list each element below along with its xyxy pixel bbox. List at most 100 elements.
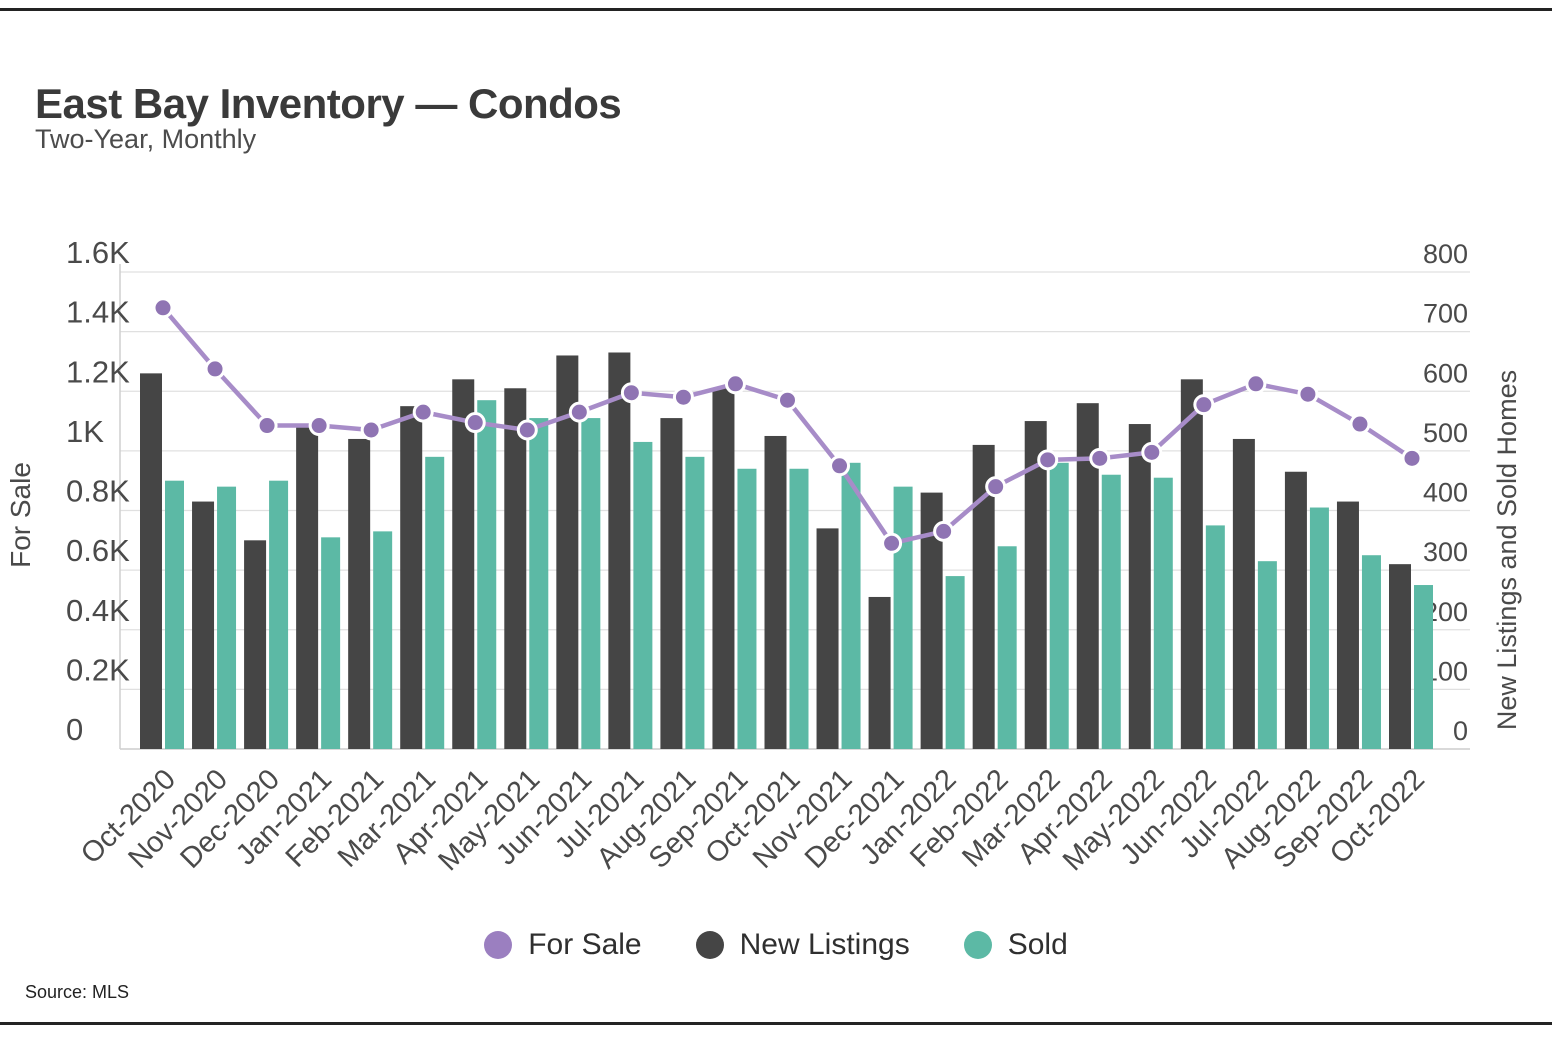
bar-new-listings-Apr-2021 bbox=[452, 379, 475, 749]
bar-new-listings-Jul-2021 bbox=[608, 352, 631, 749]
bar-new-listings-Mar-2021 bbox=[400, 406, 423, 749]
bars-sold bbox=[165, 400, 1433, 749]
svg-text:1.2K: 1.2K bbox=[66, 354, 130, 389]
bar-sold-Jan-2022 bbox=[945, 576, 965, 749]
for-sale-point-Mar-2021 bbox=[412, 401, 434, 423]
bar-new-listings-Jan-2021 bbox=[296, 427, 319, 749]
legend-swatch-icon bbox=[484, 931, 513, 959]
bar-new-listings-Apr-2022 bbox=[1076, 403, 1099, 749]
for-sale-point-Jun-2021 bbox=[568, 401, 590, 423]
svg-text:400: 400 bbox=[1423, 478, 1468, 508]
for-sale-point-Nov-2020 bbox=[204, 358, 226, 380]
svg-text:0: 0 bbox=[1453, 716, 1468, 746]
bar-new-listings-Oct-2020 bbox=[140, 373, 162, 749]
bar-sold-Mar-2022 bbox=[1049, 462, 1069, 749]
bar-new-listings-Jun-2021 bbox=[556, 355, 579, 749]
bar-sold-Apr-2021 bbox=[477, 400, 497, 749]
svg-text:0.6K: 0.6K bbox=[66, 533, 130, 568]
for-sale-point-Aug-2022 bbox=[1297, 383, 1319, 405]
chart-subtitle: Two-Year, Monthly bbox=[35, 124, 257, 154]
legend-label: New Listings bbox=[739, 928, 910, 961]
svg-text:1.6K: 1.6K bbox=[66, 235, 130, 270]
bar-new-listings-Dec-2021 bbox=[868, 596, 891, 749]
svg-text:700: 700 bbox=[1423, 299, 1468, 329]
left-axis-tick-labels: 0 0.2K 0.4K 0.6K 0.8K 1K 1.2K 1.4K 1.6K bbox=[66, 235, 130, 747]
bar-new-listings-Aug-2022 bbox=[1284, 471, 1307, 749]
bar-sold-Feb-2021 bbox=[373, 531, 393, 749]
bar-sold-Dec-2020 bbox=[269, 480, 289, 749]
bar-sold-Sep-2022 bbox=[1361, 555, 1381, 749]
svg-text:500: 500 bbox=[1423, 418, 1468, 448]
bar-sold-Aug-2022 bbox=[1309, 507, 1329, 749]
chart-legend: For Sale New Listings Sold bbox=[0, 928, 1552, 962]
bar-new-listings-Nov-2020 bbox=[192, 501, 215, 749]
bar-new-listings-Oct-2021 bbox=[764, 435, 787, 749]
for-sale-point-Sep-2022 bbox=[1349, 413, 1371, 435]
for-sale-point-Dec-2021 bbox=[881, 532, 903, 554]
bar-new-listings-Aug-2021 bbox=[660, 418, 683, 749]
for-sale-point-Sep-2021 bbox=[724, 373, 746, 395]
bar-sold-May-2021 bbox=[529, 418, 549, 749]
bar-new-listings-Mar-2022 bbox=[1024, 421, 1047, 749]
bar-sold-Nov-2021 bbox=[841, 462, 861, 749]
bar-sold-May-2022 bbox=[1153, 477, 1173, 749]
bar-new-listings-Nov-2021 bbox=[816, 528, 839, 749]
bar-sold-Dec-2021 bbox=[893, 486, 913, 749]
legend-swatch-icon bbox=[963, 931, 992, 959]
for-sale-point-Nov-2021 bbox=[829, 455, 851, 477]
bar-sold-Oct-2020 bbox=[165, 480, 184, 749]
bar-sold-Jun-2022 bbox=[1205, 525, 1225, 749]
legend-label: For Sale bbox=[528, 928, 642, 961]
bar-new-listings-May-2021 bbox=[504, 388, 527, 749]
legend-item-sold[interactable]: Sold bbox=[963, 928, 1068, 962]
bar-sold-Nov-2020 bbox=[217, 486, 237, 749]
axis-titles: For Sale New Listings and Sold Homes bbox=[5, 370, 1522, 730]
for-sale-point-Jul-2022 bbox=[1245, 373, 1267, 395]
svg-text:0.4K: 0.4K bbox=[66, 593, 130, 628]
bar-new-listings-Feb-2022 bbox=[972, 444, 995, 749]
legend-item-new-listings[interactable]: New Listings bbox=[695, 928, 910, 962]
for-sale-point-Apr-2022 bbox=[1089, 447, 1111, 469]
svg-text:600: 600 bbox=[1423, 358, 1468, 388]
bar-new-listings-Jul-2022 bbox=[1232, 438, 1255, 749]
bar-sold-Sep-2021 bbox=[737, 468, 757, 749]
for-sale-point-Aug-2021 bbox=[672, 386, 694, 408]
legend-label: Sold bbox=[1007, 928, 1068, 961]
bar-sold-Jan-2021 bbox=[321, 537, 341, 749]
bar-sold-Apr-2022 bbox=[1101, 474, 1121, 749]
svg-text:1.4K: 1.4K bbox=[66, 295, 130, 330]
bar-new-listings-Jan-2022 bbox=[920, 492, 943, 749]
bar-sold-Oct-2022 bbox=[1414, 585, 1433, 749]
left-axis-title: For Sale bbox=[5, 462, 36, 568]
legend-item-for-sale[interactable]: For Sale bbox=[484, 928, 642, 962]
legend-swatch-icon bbox=[695, 931, 724, 959]
bar-sold-Jul-2021 bbox=[633, 441, 653, 749]
for-sale-point-Feb-2021 bbox=[360, 419, 382, 441]
bar-sold-Mar-2021 bbox=[425, 456, 445, 749]
bar-new-listings-Dec-2020 bbox=[244, 540, 267, 749]
for-sale-points bbox=[152, 297, 1423, 554]
right-axis-title: New Listings and Sold Homes bbox=[1492, 370, 1522, 730]
for-sale-point-May-2022 bbox=[1141, 441, 1163, 463]
for-sale-point-Apr-2021 bbox=[464, 412, 486, 434]
x-axis-labels: Oct-2020Nov-2020Dec-2020Jan-2021Feb-2021… bbox=[75, 763, 1431, 877]
svg-text:0.2K: 0.2K bbox=[66, 652, 130, 687]
for-sale-point-Feb-2022 bbox=[985, 476, 1007, 498]
bar-new-listings-Oct-2022 bbox=[1389, 564, 1411, 749]
for-sale-point-Oct-2021 bbox=[777, 389, 798, 411]
bar-sold-Aug-2021 bbox=[685, 456, 705, 749]
bar-new-listings-Jun-2022 bbox=[1180, 379, 1203, 749]
bar-sold-Jun-2021 bbox=[581, 418, 601, 749]
bar-sold-Feb-2022 bbox=[997, 546, 1017, 749]
svg-text:1K: 1K bbox=[66, 414, 104, 449]
for-sale-point-Mar-2022 bbox=[1037, 449, 1059, 471]
source-note: Source: MLS bbox=[25, 982, 130, 1002]
for-sale-point-Jan-2022 bbox=[933, 520, 955, 542]
bar-sold-Oct-2021 bbox=[789, 468, 809, 749]
top-border-rule bbox=[0, 8, 1552, 11]
for-sale-point-Jan-2021 bbox=[308, 415, 330, 437]
svg-text:300: 300 bbox=[1423, 537, 1468, 567]
for-sale-point-May-2021 bbox=[516, 419, 538, 441]
for-sale-point-Oct-2022 bbox=[1401, 447, 1423, 469]
bars-new-listings bbox=[140, 352, 1411, 749]
